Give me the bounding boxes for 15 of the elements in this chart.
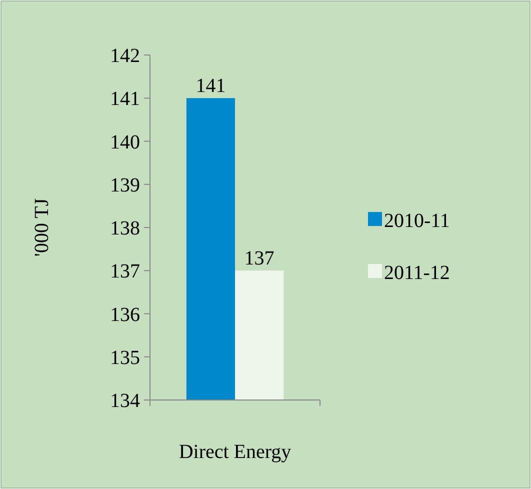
legend-label: 2010-11 xyxy=(384,210,450,232)
data-label: 141 xyxy=(196,75,226,98)
y-tick-label: 137 xyxy=(110,260,140,283)
y-axis-title: '000 TJ xyxy=(31,198,53,257)
y-tick-label: 142 xyxy=(110,45,140,67)
legend-label: 2011-12 xyxy=(384,262,450,284)
y-tick-label: 138 xyxy=(110,218,140,240)
y-tick-label: 135 xyxy=(110,346,140,369)
y-tick-label: 134 xyxy=(110,390,140,412)
y-tick-label: 141 xyxy=(110,88,140,110)
y-tick-label: 139 xyxy=(110,174,140,196)
x-tick-label: Direct Energy xyxy=(178,441,292,463)
y-tick-label: 136 xyxy=(110,304,140,326)
data-label: 137 xyxy=(244,248,274,270)
y-tick-label: 140 xyxy=(110,131,140,154)
